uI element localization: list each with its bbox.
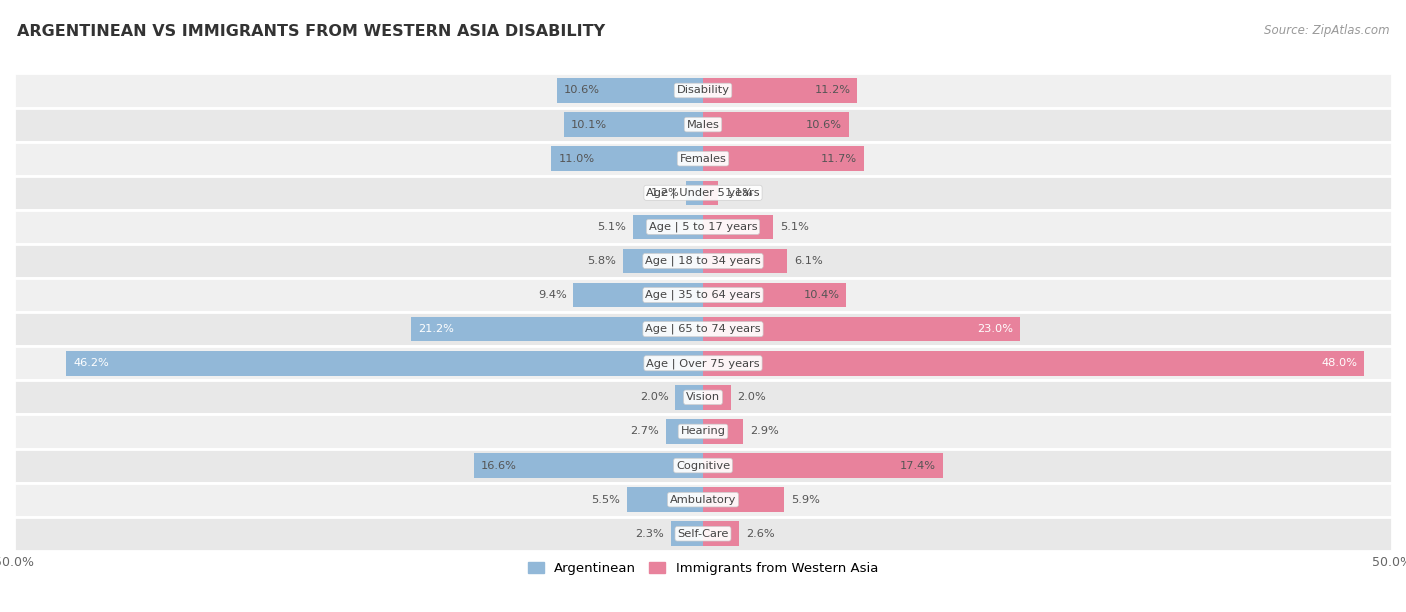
Text: 5.1%: 5.1% [780,222,808,232]
Bar [14,414,1392,449]
Text: 10.4%: 10.4% [803,290,839,300]
Text: 2.3%: 2.3% [636,529,665,539]
Bar [703,248,787,273]
Bar [14,244,1392,278]
Bar [474,453,703,478]
Text: Hearing: Hearing [681,427,725,436]
Text: Ambulatory: Ambulatory [669,494,737,505]
Bar [14,278,1392,312]
Text: 16.6%: 16.6% [481,461,517,471]
Bar [551,146,703,171]
Text: Age | Over 75 years: Age | Over 75 years [647,358,759,368]
Legend: Argentinean, Immigrants from Western Asia: Argentinean, Immigrants from Western Asi… [523,556,883,580]
Text: Age | 18 to 34 years: Age | 18 to 34 years [645,256,761,266]
Text: 1.2%: 1.2% [651,188,679,198]
Bar [627,487,703,512]
Text: 9.4%: 9.4% [538,290,567,300]
Bar [411,317,703,341]
Text: 10.6%: 10.6% [564,86,600,95]
Text: 2.6%: 2.6% [745,529,775,539]
Text: 11.2%: 11.2% [814,86,851,95]
Text: Age | 35 to 64 years: Age | 35 to 64 years [645,290,761,300]
Bar [14,176,1392,210]
Bar [686,181,703,205]
Bar [675,385,703,409]
Bar [703,453,943,478]
Bar [14,73,1392,108]
Text: 46.2%: 46.2% [73,358,110,368]
Bar [14,483,1392,517]
Bar [703,215,773,239]
Bar [666,419,703,444]
Text: Age | 65 to 74 years: Age | 65 to 74 years [645,324,761,334]
Text: Vision: Vision [686,392,720,402]
Bar [14,449,1392,483]
Bar [557,78,703,103]
Bar [14,108,1392,141]
Bar [574,283,703,307]
Bar [703,283,846,307]
Text: 5.5%: 5.5% [592,494,620,505]
Bar [14,380,1392,414]
Text: 2.0%: 2.0% [640,392,669,402]
Bar [14,517,1392,551]
Bar [14,210,1392,244]
Text: 6.1%: 6.1% [794,256,823,266]
Text: 11.7%: 11.7% [821,154,858,163]
Bar [703,317,1019,341]
Text: 10.1%: 10.1% [571,119,607,130]
Text: Disability: Disability [676,86,730,95]
Text: 5.9%: 5.9% [792,494,820,505]
Bar [703,351,1364,376]
Bar [703,521,738,546]
Bar [623,248,703,273]
Bar [703,385,731,409]
Bar [703,146,865,171]
Text: Age | Under 5 years: Age | Under 5 years [647,187,759,198]
Text: ARGENTINEAN VS IMMIGRANTS FROM WESTERN ASIA DISABILITY: ARGENTINEAN VS IMMIGRANTS FROM WESTERN A… [17,24,605,40]
Text: 2.7%: 2.7% [630,427,659,436]
Bar [703,487,785,512]
Bar [66,351,703,376]
Text: 2.9%: 2.9% [749,427,779,436]
Text: Self-Care: Self-Care [678,529,728,539]
Bar [14,346,1392,380]
Bar [703,181,718,205]
Text: 10.6%: 10.6% [806,119,842,130]
Text: 21.2%: 21.2% [418,324,454,334]
Bar [14,141,1392,176]
Bar [703,419,742,444]
Bar [671,521,703,546]
Bar [14,312,1392,346]
Text: 17.4%: 17.4% [900,461,936,471]
Bar [703,113,849,137]
Text: Males: Males [686,119,720,130]
Bar [564,113,703,137]
Text: Females: Females [679,154,727,163]
Bar [703,78,858,103]
Text: Cognitive: Cognitive [676,461,730,471]
Text: 5.1%: 5.1% [598,222,626,232]
Text: 5.8%: 5.8% [588,256,616,266]
Text: 1.1%: 1.1% [725,188,754,198]
Text: Source: ZipAtlas.com: Source: ZipAtlas.com [1264,24,1389,37]
Text: Age | 5 to 17 years: Age | 5 to 17 years [648,222,758,232]
Text: 11.0%: 11.0% [558,154,595,163]
Text: 2.0%: 2.0% [738,392,766,402]
Text: 48.0%: 48.0% [1322,358,1358,368]
Bar [633,215,703,239]
Text: 23.0%: 23.0% [977,324,1012,334]
